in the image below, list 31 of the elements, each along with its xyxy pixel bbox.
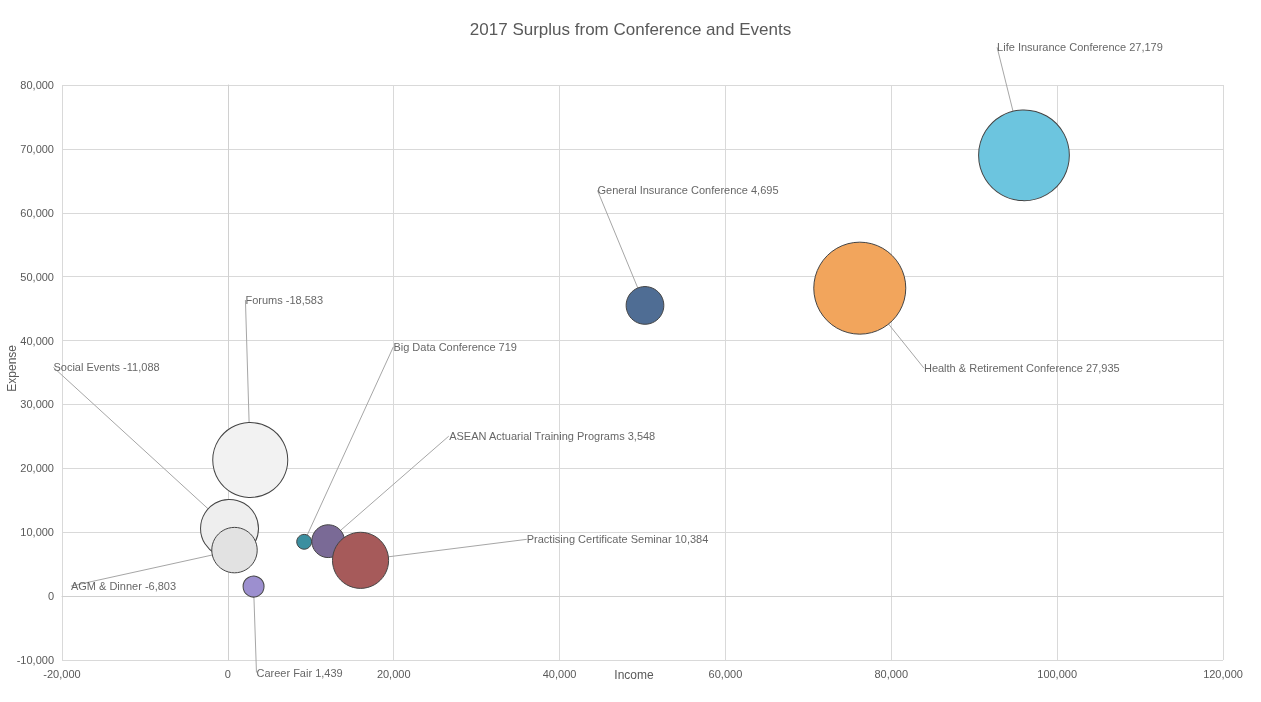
x-tick-label: 60,000 [708,667,743,680]
x-axis-title: Income [614,668,654,682]
annotation: General Insurance Conference 4,695 [597,184,779,197]
y-tick-label: 30,000 [20,398,54,411]
x-tick-label: -20,000 [43,667,81,680]
annotation: Life Insurance Conference 27,179 [997,41,1163,54]
chart-title: 2017 Surplus from Conference and Events [469,20,792,39]
annotation: Social Events -11,088 [53,361,160,374]
annotation: Health & Retirement Conference 27,935 [923,362,1120,375]
y-tick-label: 0 [47,590,54,603]
x-tick-label: 80,000 [874,667,909,680]
x-tick-label: 100,000 [1037,667,1078,680]
y-tick-label: 70,000 [20,142,54,155]
x-tick-label: 20,000 [376,667,411,680]
y-tick-label: 20,000 [20,462,54,475]
y-axis-title: Expense [5,344,19,392]
x-tick-label: 0 [224,667,231,680]
y-tick-label: 40,000 [20,334,54,347]
annotation: Forums -18,583 [245,294,324,307]
annotation: Big Data Conference 719 [393,340,517,353]
x-tick-label: 40,000 [542,667,577,680]
annotation: Career Fair 1,439 [256,666,343,679]
y-tick-label: -10,000 [16,654,54,666]
annotation: AGM & Dinner -6,803 [70,580,177,593]
x-tick-label: 120,000 [1203,667,1243,680]
y-tick-label: 60,000 [20,206,54,219]
y-tick-label: 80,000 [20,79,54,91]
y-tick-label: 10,000 [20,526,54,539]
annotation: ASEAN Actuarial Training Programs 3,548 [449,430,656,443]
y-tick-label: 50,000 [20,270,54,283]
annotation: Practising Certificate Seminar 10,384 [526,533,709,546]
